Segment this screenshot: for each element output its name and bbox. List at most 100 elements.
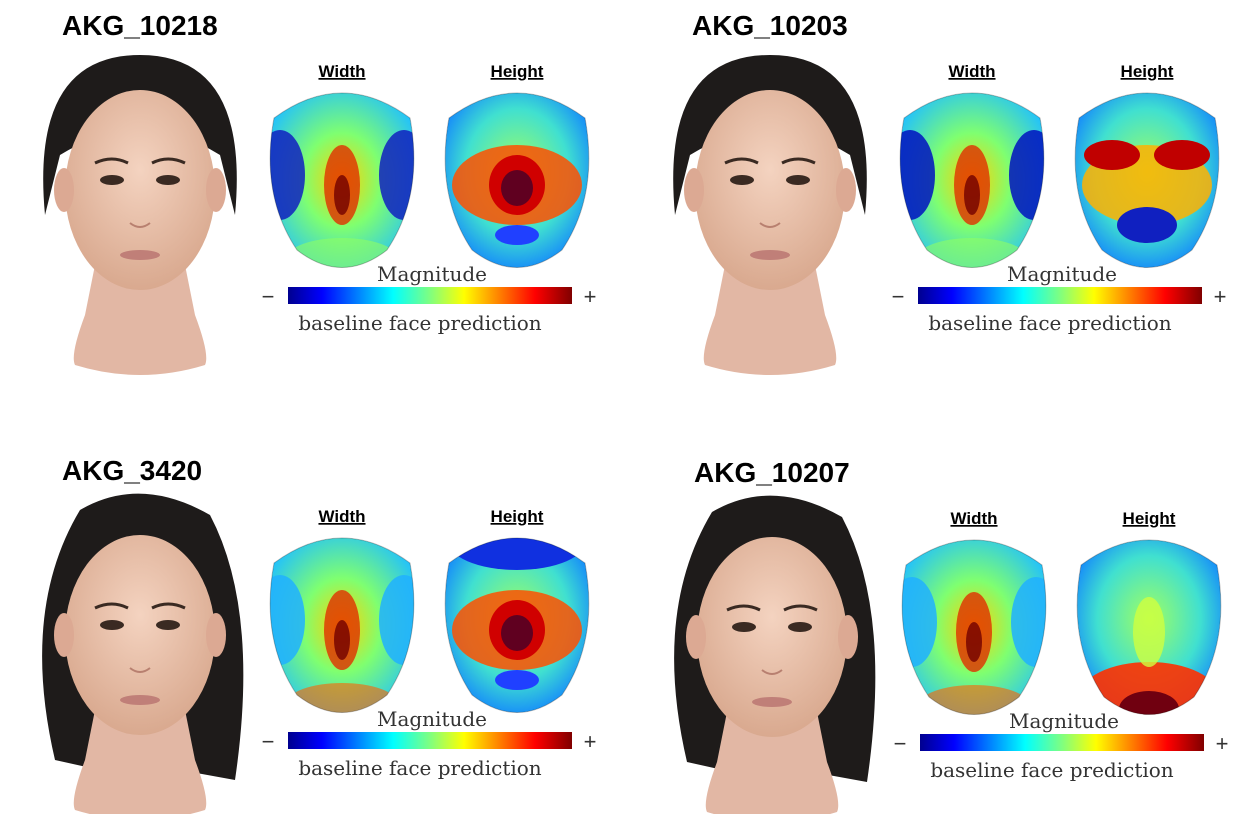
neck <box>73 265 207 375</box>
heat-side <box>270 575 305 665</box>
nose <box>759 222 781 228</box>
panel: AKG_10218 Width Height Magnitude − + baseline … <box>43 10 596 375</box>
nose <box>129 667 151 673</box>
panel-title: AKG_3420 <box>62 455 202 486</box>
mouth <box>120 695 160 705</box>
colorbar <box>288 287 572 304</box>
colorbar <box>920 734 1204 751</box>
eye <box>730 175 754 185</box>
heat-nose <box>501 170 533 206</box>
ear <box>54 168 74 212</box>
panel-title: AKG_10207 <box>694 457 850 488</box>
heat-nose <box>964 175 980 215</box>
hair <box>673 55 867 215</box>
heat-chin <box>919 685 1029 715</box>
neck <box>703 265 837 375</box>
caption: baseline face prediction <box>298 311 541 335</box>
heat-side <box>270 130 305 220</box>
heatmap-outline <box>899 92 1045 268</box>
hair <box>43 55 237 215</box>
nose <box>129 222 151 228</box>
scale-minus: − <box>262 284 275 309</box>
height-label: Height <box>491 507 544 526</box>
mouth <box>752 697 792 707</box>
heatmap-outline <box>1076 539 1222 715</box>
ear <box>206 168 226 212</box>
heat-side <box>379 575 414 665</box>
ear <box>836 168 856 212</box>
brow <box>724 157 816 165</box>
height-label: Height <box>491 62 544 81</box>
colorbar <box>288 732 572 749</box>
caption: baseline face prediction <box>930 758 1173 782</box>
heat-eye <box>1154 140 1210 170</box>
mouth <box>120 250 160 260</box>
brow <box>94 157 186 165</box>
heat-chin <box>1119 691 1179 715</box>
heat-nose <box>1133 597 1165 667</box>
neck <box>705 712 839 814</box>
heatmap <box>270 93 414 268</box>
scale-plus: + <box>584 729 597 754</box>
brow <box>726 604 818 612</box>
heat-nose <box>501 615 533 651</box>
ear <box>686 615 706 659</box>
panel-title: AKG_10218 <box>62 10 218 41</box>
heat-side <box>1011 577 1046 667</box>
heatmap <box>1075 93 1219 268</box>
ear <box>54 613 74 657</box>
scale-label: Magnitude <box>377 707 487 731</box>
eye <box>788 622 812 632</box>
heat-nose <box>334 175 350 215</box>
neck <box>73 710 207 814</box>
width-label: Width <box>950 509 997 528</box>
scale-label: Magnitude <box>1009 709 1119 733</box>
heat-side <box>902 577 937 667</box>
heatmap-outline <box>269 92 415 268</box>
heat-top <box>447 538 587 570</box>
panel: AKG_10203 Width Height Magnitude − + baseline … <box>673 10 1226 375</box>
height-label: Height <box>1121 62 1174 81</box>
heat-mouth <box>495 225 539 245</box>
eye <box>786 175 810 185</box>
scale-minus: − <box>892 284 905 309</box>
eye <box>100 175 124 185</box>
panel: AKG_3420 Width Height Magnitude − + baseline f… <box>42 455 596 814</box>
heat-mouth <box>1117 207 1177 243</box>
width-label: Width <box>948 62 995 81</box>
scale-plus: + <box>584 284 597 309</box>
eye <box>156 175 180 185</box>
heat-chin <box>287 238 397 268</box>
scale-plus: + <box>1216 731 1229 756</box>
width-label: Width <box>318 507 365 526</box>
brow <box>94 602 186 610</box>
scale-label: Magnitude <box>1007 262 1117 286</box>
eye <box>156 620 180 630</box>
heatmap <box>900 93 1044 268</box>
heat-chin <box>917 238 1027 268</box>
heatmap-outline <box>444 92 590 268</box>
height-label: Height <box>1123 509 1176 528</box>
scale-minus: − <box>894 731 907 756</box>
heat-chin <box>287 683 397 713</box>
heat-mouth <box>495 670 539 690</box>
heat-eye <box>1084 140 1140 170</box>
panel-title: AKG_10203 <box>692 10 848 41</box>
colorbar <box>918 287 1202 304</box>
scale-plus: + <box>1214 284 1227 309</box>
heat-nose <box>966 622 982 662</box>
scale-minus: − <box>262 729 275 754</box>
ear <box>206 613 226 657</box>
ear <box>838 615 858 659</box>
caption: baseline face prediction <box>298 756 541 780</box>
face <box>695 90 845 290</box>
heat-side <box>379 130 414 220</box>
width-label: Width <box>318 62 365 81</box>
heat-side <box>900 130 935 220</box>
nose <box>761 669 783 675</box>
eye <box>100 620 124 630</box>
heatmap <box>1077 540 1221 715</box>
heatmap <box>445 538 589 713</box>
panel: AKG_10207 Width Height Magnitude − + baseline … <box>674 457 1228 814</box>
